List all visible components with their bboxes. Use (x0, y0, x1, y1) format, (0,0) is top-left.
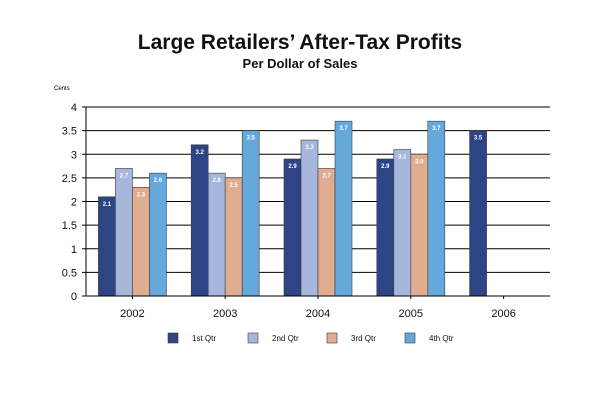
bar (190, 144, 209, 297)
legend-item: 4th Qtr (404, 332, 454, 344)
bar-data-label: 2.5 (230, 183, 239, 189)
y-tick-label: 3.5 (62, 126, 77, 138)
legend-swatch (167, 332, 179, 344)
legend-label: 4th Qtr (429, 334, 454, 343)
legend-swatch (404, 332, 416, 344)
bar (207, 172, 226, 297)
bar-data-label: 2.7 (120, 173, 129, 179)
bar-data-label: 3.5 (474, 136, 483, 142)
bar-data-label: 2.1 (103, 202, 112, 208)
bar (317, 168, 336, 297)
bar (300, 139, 319, 297)
bar-data-label: 3.2 (196, 150, 205, 156)
legend-item: 1st Qtr (167, 332, 216, 344)
y-tick-label: 1 (71, 244, 77, 256)
bar (334, 120, 353, 297)
bar-data-label: 2.7 (322, 173, 331, 179)
legend-label: 3rd Qtr (351, 334, 376, 343)
bar-data-label: 3.7 (432, 126, 441, 132)
bar (410, 153, 429, 297)
legend-swatch (326, 332, 338, 344)
bar (393, 149, 412, 297)
legend: 1st Qtr 2nd Qtr 3rd Qtr 4th Qtr (167, 332, 454, 344)
y-tick-label: 4 (71, 102, 77, 114)
y-tick-label: 1.5 (62, 220, 77, 232)
bar-data-label: 2.9 (381, 164, 390, 170)
y-tick-label: 0.5 (62, 267, 77, 279)
y-tick-label: 0 (71, 291, 77, 303)
bar (149, 172, 167, 297)
bar (132, 187, 150, 297)
bar-data-label: 3.3 (305, 145, 314, 151)
x-tick-label: 2002 (120, 308, 144, 320)
bar-data-label: 3.7 (339, 126, 348, 132)
bar (98, 196, 116, 297)
legend-item: 3rd Qtr (326, 332, 376, 344)
y-tick-label: 3 (71, 149, 77, 161)
x-tick-label: 2006 (491, 308, 515, 320)
bar (241, 130, 260, 297)
x-tick-label: 2004 (306, 308, 330, 320)
bars: 2.1 2.7 2.3 2.6 3.2 2.6 2.5 3.5 2.9 3.3 2.7 3.7 2.9 3… (98, 120, 487, 297)
bar-data-label: 3.5 (247, 136, 256, 142)
legend-label: 1st Qtr (192, 334, 216, 343)
bar-data-label: 2.6 (213, 178, 222, 184)
chart-title: Large Retailers’ After-Tax Profits (137, 31, 463, 54)
bar (469, 130, 487, 297)
x-tick-label: 2003 (213, 308, 237, 320)
bar-data-label: 2.9 (288, 164, 297, 170)
axes: 0 0.5 1 1.5 2 2.5 3 3.5 4 2002 2003 2004 2005 2006 (62, 102, 550, 320)
bar (376, 158, 395, 297)
legend-label: 2nd Qtr (272, 334, 299, 343)
y-tick-label: 2.5 (62, 173, 77, 185)
bar-data-label: 3.0 (415, 159, 424, 165)
bar-data-label: 3.1 (398, 155, 407, 161)
bar (115, 168, 133, 297)
y-axis-label: Cents (54, 86, 70, 92)
legend-item: 2nd Qtr (247, 332, 299, 344)
bar (427, 120, 446, 297)
y-tick-label: 2 (71, 197, 77, 209)
bar-data-label: 2.3 (137, 192, 146, 198)
bar (283, 158, 302, 297)
legend-swatch (247, 332, 259, 344)
bar-data-label: 2.6 (154, 178, 163, 184)
bar (224, 177, 243, 297)
x-tick-label: 2005 (399, 308, 423, 320)
chart-subtitle: Per Dollar of Sales (242, 56, 358, 71)
